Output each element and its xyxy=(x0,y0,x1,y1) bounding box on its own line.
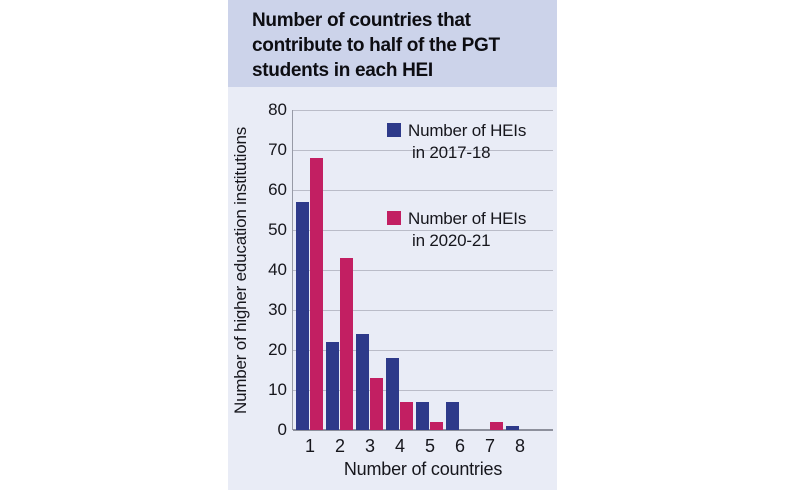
x-tick-label-4: 4 xyxy=(394,436,405,456)
x-tick-label-2: 2 xyxy=(334,436,345,456)
y-tick-label-60: 60 xyxy=(268,180,287,199)
legend-item-2017-18: Number of HEIs in 2017-18 xyxy=(387,120,526,164)
x-tick-label-1: 1 xyxy=(304,436,315,456)
x-tick-label-8: 8 xyxy=(514,436,525,456)
gridline-80 xyxy=(293,110,553,111)
chart-area: Number of higher education institutions … xyxy=(228,87,557,490)
chart-title-line-2: contribute to half of the PGT xyxy=(252,35,500,57)
chart-title: Number of countries that contribute to h… xyxy=(252,8,539,83)
gridline-70 xyxy=(293,150,553,151)
bar-2020-21-cat-2 xyxy=(340,258,353,430)
legend-item-2020-21: Number of HEIs in 2020-21 xyxy=(387,208,526,252)
gridline-20 xyxy=(293,350,553,351)
y-tick-label-70: 70 xyxy=(268,140,287,159)
bar-2017-18-cat-8 xyxy=(506,426,519,430)
chart-title-line-3: students in each HEI xyxy=(252,60,433,82)
bar-2020-21-cat-4 xyxy=(400,402,413,430)
bar-2017-18-cat-4 xyxy=(386,358,399,430)
gridline-60 xyxy=(293,190,553,191)
y-tick-label-10: 10 xyxy=(268,380,287,399)
y-tick-label-0: 0 xyxy=(277,420,287,439)
legend-label-2020-21-line-1: Number of HEIs xyxy=(408,209,527,228)
legend-label-2017-18-line-2: in 2017-18 xyxy=(412,143,491,162)
chart-title-line-1: Number of countries that xyxy=(252,10,471,31)
chart-title-block: Number of countries that contribute to h… xyxy=(228,0,557,87)
y-tick-label-20: 20 xyxy=(268,340,287,359)
legend-label-2017-18: Number of HEIs in 2017-18 xyxy=(408,120,526,164)
x-tick-label-6: 6 xyxy=(454,436,465,456)
legend-swatch-2017-18-icon xyxy=(387,123,401,137)
gridline-50 xyxy=(293,230,553,231)
plot-area: 0 10 20 30 40 50 60 70 80 1 2 3 4 5 6 7 8 xyxy=(268,101,553,456)
x-tick-label-3: 3 xyxy=(364,436,375,456)
x-tick-label-5: 5 xyxy=(424,436,435,456)
figure-panel: Number of countries that contribute to h… xyxy=(228,0,557,490)
gridline-40 xyxy=(293,270,553,271)
legend-label-2020-21: Number of HEIs in 2020-21 xyxy=(408,208,526,252)
gridline-30 xyxy=(293,310,553,311)
y-tick-label-30: 30 xyxy=(268,300,287,319)
bar-2020-21-cat-7 xyxy=(490,422,503,430)
x-axis-line xyxy=(293,429,553,431)
y-tick-label-80: 80 xyxy=(268,100,287,119)
bar-2017-18-cat-5 xyxy=(416,402,429,430)
bar-2017-18-cat-6 xyxy=(446,402,459,430)
y-tick-label-40: 40 xyxy=(268,260,287,279)
x-axis-title: Number of countries xyxy=(343,459,503,479)
legend-label-2020-21-line-2: in 2020-21 xyxy=(412,231,491,250)
gridline-10 xyxy=(293,390,553,391)
legend-swatch-2020-21-icon xyxy=(387,211,401,225)
bar-2017-18-cat-3 xyxy=(356,334,369,430)
bar-2017-18-cat-2 xyxy=(326,342,339,430)
y-axis-line xyxy=(292,110,293,430)
bar-2020-21-cat-3 xyxy=(370,378,383,430)
bar-2020-21-cat-5 xyxy=(430,422,443,430)
x-tick-label-7: 7 xyxy=(484,436,495,456)
y-tick-label-50: 50 xyxy=(268,220,287,239)
legend-label-2017-18-line-1: Number of HEIs xyxy=(408,121,527,140)
bar-2017-18-cat-1 xyxy=(296,202,309,430)
bar-2020-21-cat-1 xyxy=(310,158,323,430)
